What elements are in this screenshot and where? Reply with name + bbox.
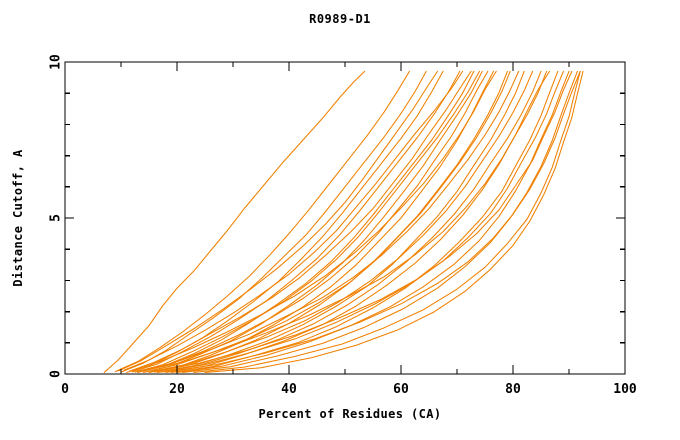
y-tick-label: 5 (49, 214, 64, 222)
data-curve (114, 70, 410, 373)
data-curve (103, 70, 366, 373)
tick-labels-group: 0 20 40 60 80 100 0 5 10 (49, 54, 637, 397)
data-curve (142, 70, 550, 372)
data-curve (120, 70, 427, 373)
data-curve (137, 70, 520, 372)
data-curve (142, 70, 483, 373)
data-curve (170, 70, 559, 373)
y-tick-label: 0 (49, 370, 64, 378)
data-curve (126, 70, 444, 373)
x-tick-label: 0 (61, 382, 69, 397)
x-tick-label: 60 (393, 382, 409, 397)
data-curve (131, 70, 497, 372)
data-curve (117, 70, 438, 372)
data-curve (145, 70, 511, 373)
chart-title: R0989-D1 (309, 12, 371, 26)
data-curve (165, 70, 548, 373)
data-curve (168, 70, 581, 373)
data-curve (140, 70, 489, 373)
data-curve (154, 70, 573, 372)
x-tick-label: 20 (169, 382, 185, 397)
y-axis-title: Distance Cutoff, A (11, 149, 25, 287)
data-curve (193, 70, 581, 373)
axes-group (64, 61, 626, 375)
x-tick-label: 40 (281, 382, 297, 397)
data-curve (137, 70, 475, 373)
data-curve (162, 70, 564, 373)
x-axis-title: Percent of Residues (CA) (259, 407, 442, 421)
data-curve (154, 70, 508, 373)
data-curve (123, 70, 464, 371)
data-curve (204, 70, 584, 373)
data-curve (134, 70, 480, 373)
data-curve (182, 70, 578, 373)
x-tick-label: 80 (505, 382, 521, 397)
data-curve (151, 70, 534, 373)
data-curve (176, 70, 570, 373)
data-curves-group (103, 70, 584, 373)
y-tick-label: 10 (49, 54, 64, 70)
data-curve (131, 70, 461, 373)
data-curve (156, 70, 525, 373)
data-curve (128, 70, 472, 372)
x-tick-label: 100 (613, 382, 637, 397)
